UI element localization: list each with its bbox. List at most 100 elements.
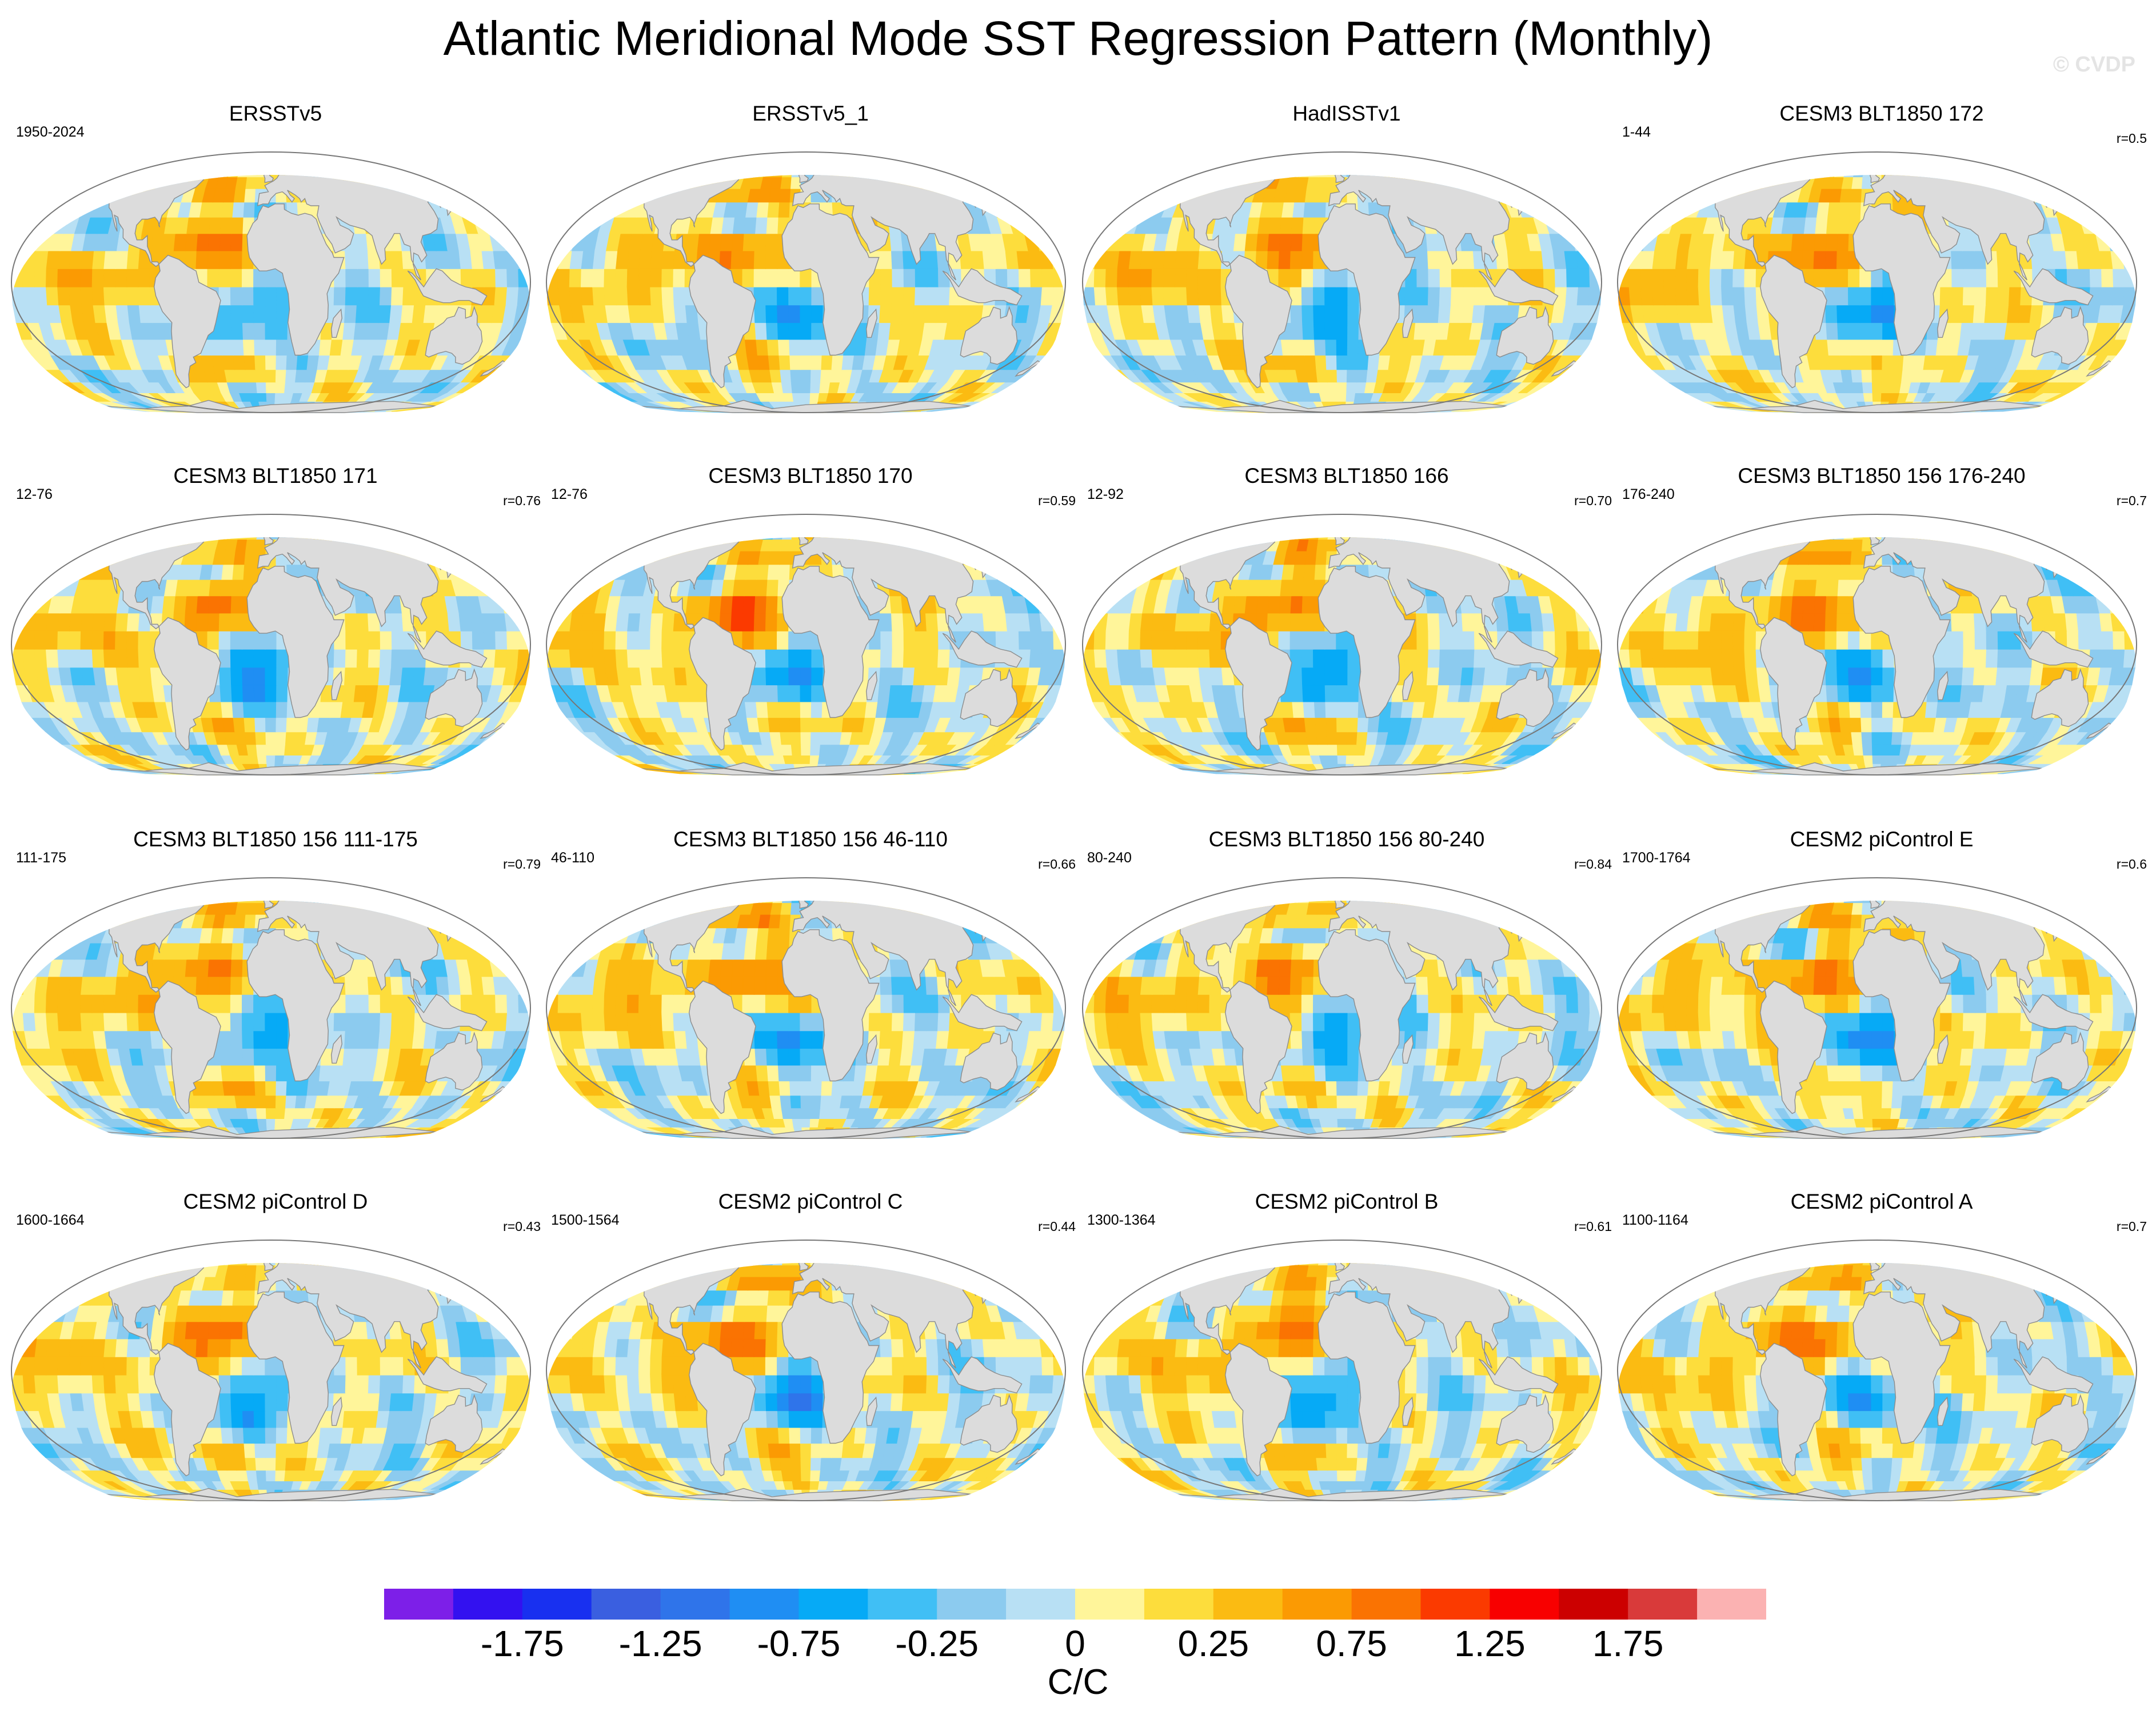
sst-map <box>1082 151 1602 413</box>
land-mass <box>1478 994 1559 1032</box>
land-mass <box>1402 1396 1414 1426</box>
land-mass <box>425 668 483 727</box>
land-mass <box>425 1394 483 1453</box>
land-mass <box>2053 550 2064 579</box>
land-mass <box>210 879 256 896</box>
panel-title: CESM2 piControl B <box>1255 1190 1439 1213</box>
land-mass <box>1402 1034 1414 1064</box>
panel-title: CESM2 piControl E <box>1790 827 1974 851</box>
panel-correlation: r=0.61 <box>1574 1219 1612 1234</box>
land-mass <box>2013 1356 2094 1394</box>
land-mass <box>1175 1488 1509 1501</box>
colorbar-tick-label: 0.25 <box>1177 1623 1249 1664</box>
land-mass <box>210 515 256 532</box>
sst-map <box>1082 514 1602 775</box>
land-mass <box>688 254 756 389</box>
colorbar-tick-label: 1.25 <box>1454 1623 1526 1664</box>
land-mass <box>263 175 274 183</box>
land-mass <box>1710 399 2044 413</box>
colorbar-segment <box>522 1589 592 1620</box>
land-mass <box>1816 515 1862 532</box>
land-mass <box>1816 879 1862 896</box>
map-outline <box>546 151 1066 413</box>
panel-title: ERSSTv5 <box>229 102 322 125</box>
map-panel: CESM3 BLT1850 170 12-76 r=0.59 <box>543 463 1078 826</box>
panel-years: 12-76 <box>551 486 588 502</box>
land-mass <box>942 994 1023 1032</box>
land-mass <box>745 153 791 170</box>
land-mass <box>1015 722 1041 739</box>
land-mass <box>1518 187 1529 217</box>
panel-title: CESM2 piControl A <box>1790 1190 1973 1213</box>
land-mass <box>1518 550 1529 579</box>
land-mass <box>960 306 1018 365</box>
land-mass <box>446 1276 458 1305</box>
land-mass <box>1518 1276 1529 1305</box>
land-mass <box>942 1356 1023 1394</box>
land-mass <box>425 306 483 365</box>
panel-correlation: r=0.6 <box>2116 857 2147 872</box>
land-mass <box>153 980 221 1114</box>
map-outline <box>11 514 531 775</box>
land-mass <box>639 1488 973 1501</box>
land-mass <box>446 913 458 942</box>
colorbar-segment <box>1144 1589 1214 1620</box>
land-mass <box>1224 1342 1292 1477</box>
map-outline <box>11 151 531 413</box>
land-mass <box>263 901 274 909</box>
land-mass <box>1551 722 1578 739</box>
map-outline <box>1617 151 2137 413</box>
land-mass <box>480 722 506 739</box>
land-mass <box>688 617 756 751</box>
land-mass <box>1015 1448 1041 1465</box>
land-mass <box>1551 1448 1578 1465</box>
land-mass <box>1317 929 1416 1082</box>
colorbar-segment <box>1697 1589 1766 1620</box>
panel-title: ERSSTv5_1 <box>752 102 869 125</box>
land-mass <box>1816 1241 1862 1258</box>
map-outline <box>1082 1240 1602 1501</box>
land-mass <box>407 630 488 668</box>
sst-map <box>546 1240 1066 1501</box>
land-mass <box>446 550 458 579</box>
colorbar-segment <box>729 1589 799 1620</box>
colorbar-segment <box>1490 1589 1559 1620</box>
map-panel: CESM3 BLT1850 166 12-92 r=0.70 <box>1079 463 1614 826</box>
panel-years: 1700-1764 <box>1622 850 1691 866</box>
land-mass <box>1710 1488 2044 1501</box>
land-mass <box>246 566 345 718</box>
land-mass <box>2086 360 2113 377</box>
land-mass <box>407 994 488 1032</box>
land-mass <box>865 308 878 338</box>
land-mass <box>1317 566 1416 718</box>
colorbar <box>384 1589 1766 1620</box>
land-mass <box>330 308 343 338</box>
panel-correlation: r=0.66 <box>1038 857 1076 872</box>
colorbar-units: C/C <box>1047 1662 1109 1702</box>
map-outline <box>1617 514 2137 775</box>
land-mass <box>781 203 880 356</box>
colorbar-segment <box>1351 1589 1421 1620</box>
land-mass <box>1937 1034 1949 1064</box>
land-mass <box>942 268 1023 306</box>
land-mass <box>688 980 756 1114</box>
cvdp-watermark: © CVDP <box>2053 53 2135 77</box>
sst-map <box>1617 151 2137 413</box>
sst-map <box>11 1240 531 1501</box>
map-panel: CESM2 piControl C 1500-1564 r=0.44 <box>543 1189 1078 1552</box>
sst-map <box>11 877 531 1139</box>
land-mass <box>1402 308 1414 338</box>
land-mass <box>210 153 256 170</box>
colorbar-tick-label: -1.25 <box>618 1623 702 1664</box>
colorbar-tick-label: 0.75 <box>1316 1623 1387 1664</box>
land-mass <box>246 203 345 356</box>
land-mass <box>2086 1086 2113 1103</box>
sst-map <box>1617 514 2137 775</box>
sst-map <box>546 514 1066 775</box>
land-mass <box>2086 722 2113 739</box>
land-mass <box>981 1276 993 1305</box>
land-mass <box>2031 1394 2089 1453</box>
panel-correlation: r=0.44 <box>1038 1219 1076 1234</box>
land-mass <box>781 566 880 718</box>
sst-map <box>11 514 531 775</box>
